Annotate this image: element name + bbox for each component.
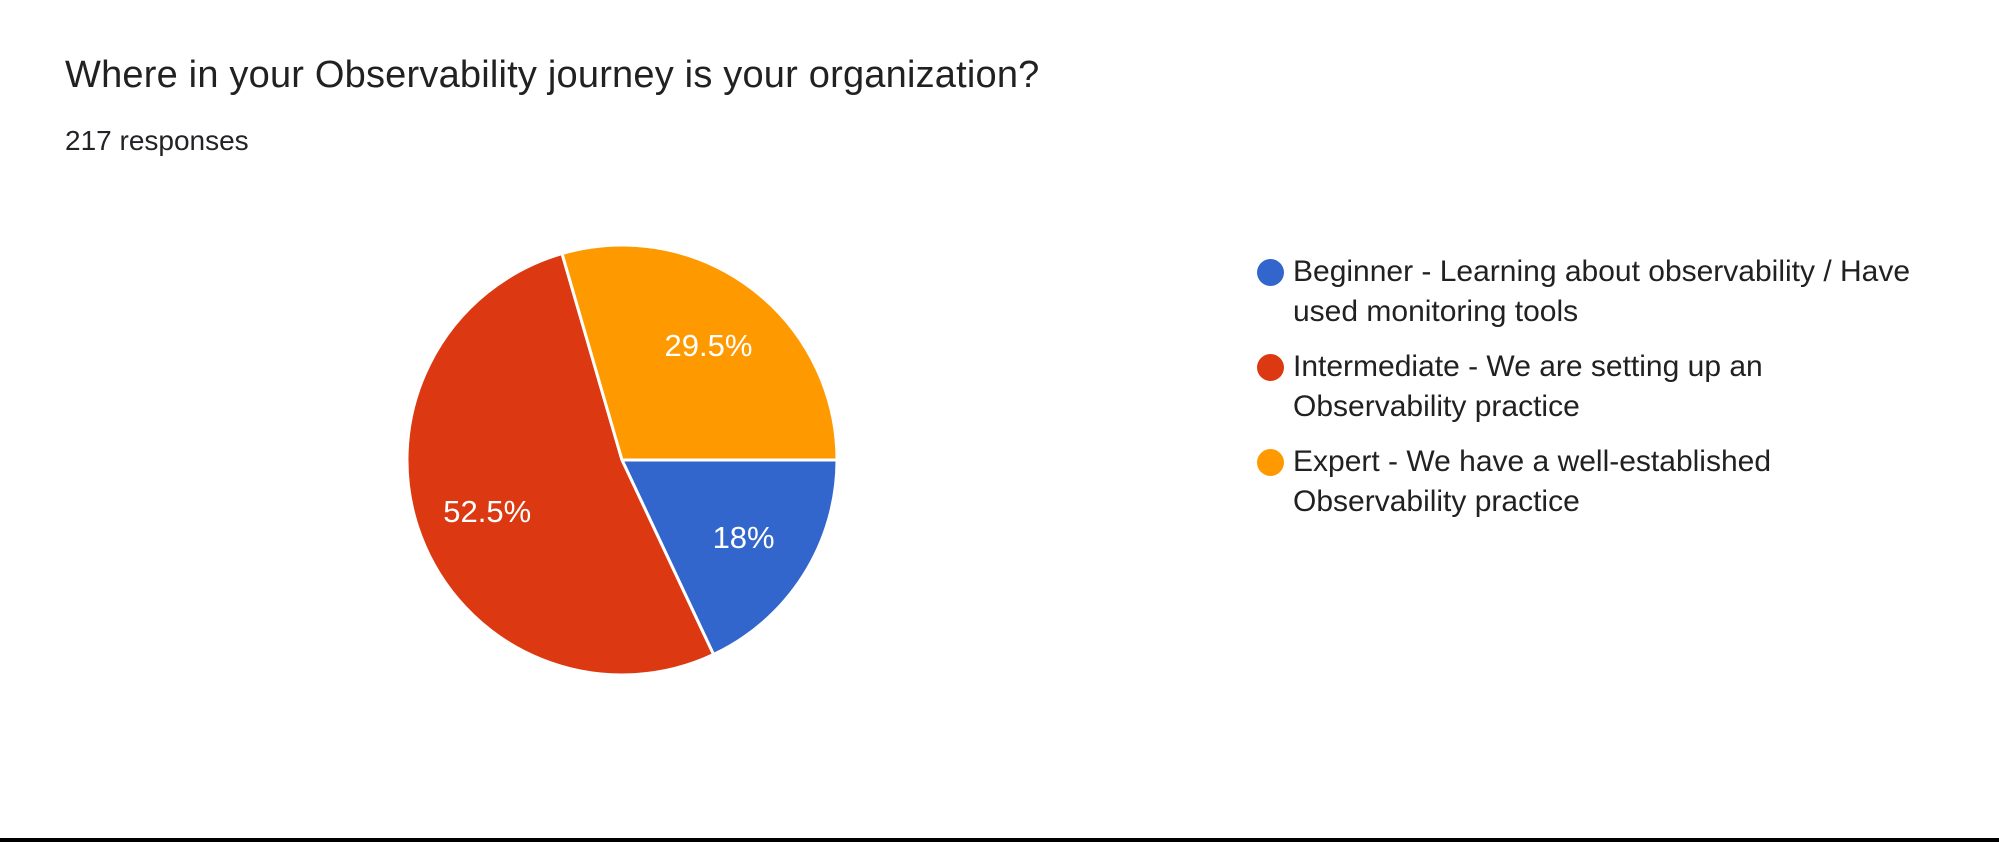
legend-dot-expert: [1257, 449, 1284, 476]
pie-chart: 18% 52.5% 29.5%: [392, 230, 852, 690]
slice-label-expert: 29.5%: [665, 328, 753, 363]
legend-label-expert: Expert - We have a well-established Obse…: [1293, 445, 1772, 518]
pie-slice-intermediate[interactable]: [405, 252, 716, 677]
pie-slice-expert[interactable]: [560, 243, 839, 462]
legend-item-beginner[interactable]: Beginner - Learning about observability …: [1257, 252, 1917, 332]
legend-label-beginner: Beginner - Learning about observability …: [1293, 255, 1911, 328]
slice-label-intermediate: 52.5%: [443, 494, 531, 529]
chart-header: Where in your Observability journey is y…: [65, 52, 1040, 157]
pie-slice-beginner[interactable]: [620, 458, 839, 657]
chart-title: Where in your Observability journey is y…: [65, 54, 1040, 96]
legend: Beginner - Learning about observability …: [1257, 252, 1917, 522]
slice-label-beginner: 18%: [713, 520, 775, 555]
legend-dot-intermediate: [1257, 354, 1284, 381]
legend-item-intermediate[interactable]: Intermediate - We are setting up an Obse…: [1257, 347, 1917, 427]
legend-item-expert[interactable]: Expert - We have a well-established Obse…: [1257, 442, 1917, 522]
legend-dot-beginner: [1257, 259, 1284, 286]
legend-label-intermediate: Intermediate - We are setting up an Obse…: [1293, 350, 1763, 423]
bottom-edge-line: [0, 838, 1999, 842]
pie-chart-svg: 18% 52.5% 29.5%: [405, 243, 839, 677]
response-count: 217 responses: [65, 124, 249, 156]
